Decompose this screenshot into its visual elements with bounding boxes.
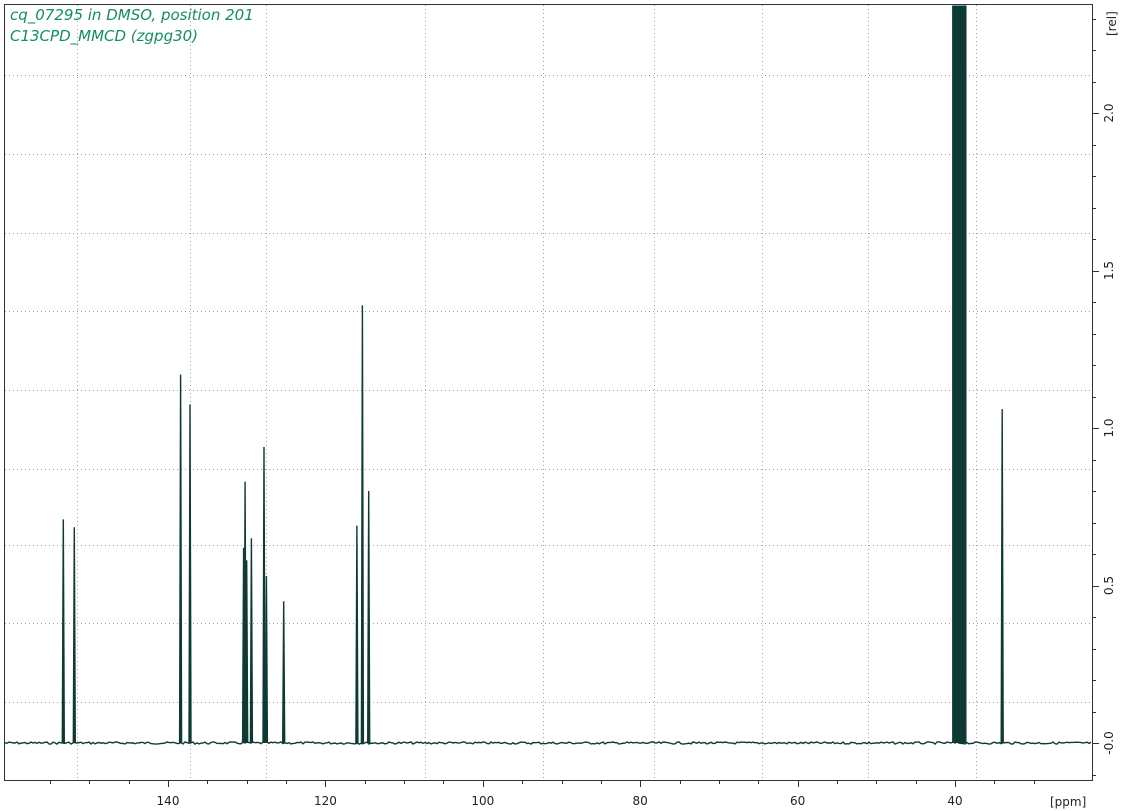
x-tick-label: 100: [471, 794, 494, 808]
spectrum-peak: [1000, 409, 1004, 744]
spectrum-peak: [249, 538, 254, 744]
spectrum-peak: [355, 525, 359, 744]
x-tick-label: 40: [947, 794, 962, 808]
spectrum-baseline: [4, 741, 1092, 746]
x-axis-label: [ppm]: [1050, 795, 1086, 809]
spectrum-peak: [282, 601, 286, 744]
spectrum-trace: [4, 5, 1092, 746]
y-tick-label: -0.0: [1102, 731, 1116, 754]
spectrum-peak: [245, 560, 249, 744]
x-tick-label: 60: [790, 794, 805, 808]
spectrum-peak: [360, 305, 365, 744]
spectrum-peak: [178, 374, 183, 744]
spectrum-peak: [367, 490, 371, 744]
chart-title: cq_07295 in DMSO, position 201: [10, 6, 254, 25]
spectrum-peak: [262, 446, 266, 744]
spectrum-peak: [955, 5, 960, 744]
plot-frame: [4, 4, 1093, 781]
chart-subtitle: C13CPD_MMCD (zgpg30): [10, 27, 198, 46]
y-tick-label: 2.0: [1102, 103, 1116, 122]
x-tick-label: 80: [633, 794, 648, 808]
y-axis-label: [rel]: [1105, 11, 1119, 36]
spectrum-peak: [962, 443, 966, 744]
y-tick-label: 0.5: [1102, 576, 1116, 595]
y-tick-label: 1.0: [1102, 418, 1116, 437]
spectrum-peak: [72, 527, 76, 744]
spectrum-peak: [61, 519, 65, 744]
y-tick-label: 1.5: [1102, 261, 1116, 280]
x-tick-label: 120: [314, 794, 337, 808]
x-tick-label: 140: [157, 794, 180, 808]
x-axis: 140 120 100 80 60 40: [50, 780, 1035, 808]
spectrum-peak: [264, 575, 269, 744]
y-axis: -0.0 0.5 1.0 1.5 2.0: [1092, 19, 1116, 776]
spectrum-peak: [188, 404, 192, 744]
spectrum-peak: [959, 5, 963, 744]
